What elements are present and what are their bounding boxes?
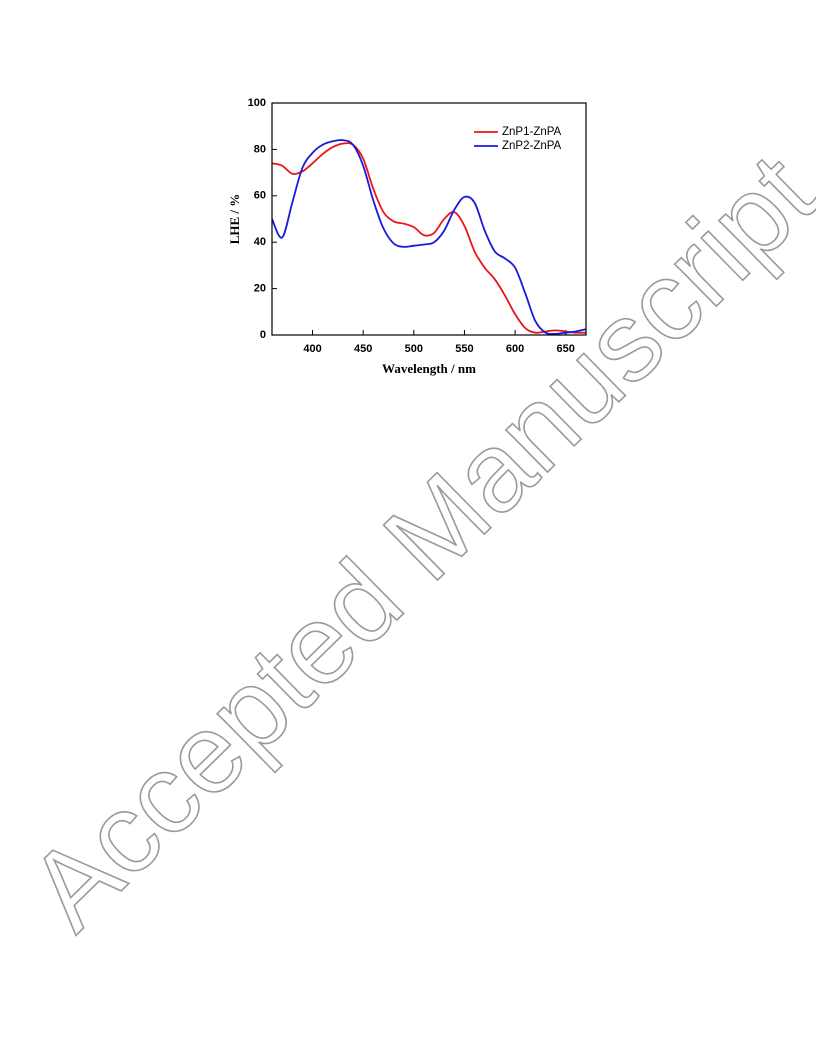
x-tick-label: 500	[405, 343, 423, 355]
x-tick-label: 550	[455, 343, 473, 355]
y-tick-label: 100	[248, 97, 266, 109]
plot-frame	[271, 102, 587, 336]
x-axis-label: Wavelength / nm	[382, 361, 476, 376]
x-tick-label: 650	[557, 343, 575, 355]
y-tick-label: 20	[254, 283, 266, 295]
x-tick-label: 400	[303, 343, 321, 355]
y-tick-label: 80	[254, 143, 266, 155]
y-tick-label: 40	[254, 236, 266, 248]
legend-label: ZnP2-ZnPA	[502, 140, 562, 152]
y-tick-label: 0	[260, 329, 266, 341]
y-tick-label: 60	[254, 190, 266, 202]
data-line	[272, 142, 586, 334]
x-tick-label: 600	[506, 343, 524, 355]
legend-label: ZnP1-ZnPA	[502, 126, 562, 138]
y-axis-label: LHE / %	[227, 194, 242, 245]
watermark: Accepted Manuscript	[5, 131, 816, 953]
x-tick-label: 450	[354, 343, 372, 355]
data-line	[272, 139, 586, 335]
